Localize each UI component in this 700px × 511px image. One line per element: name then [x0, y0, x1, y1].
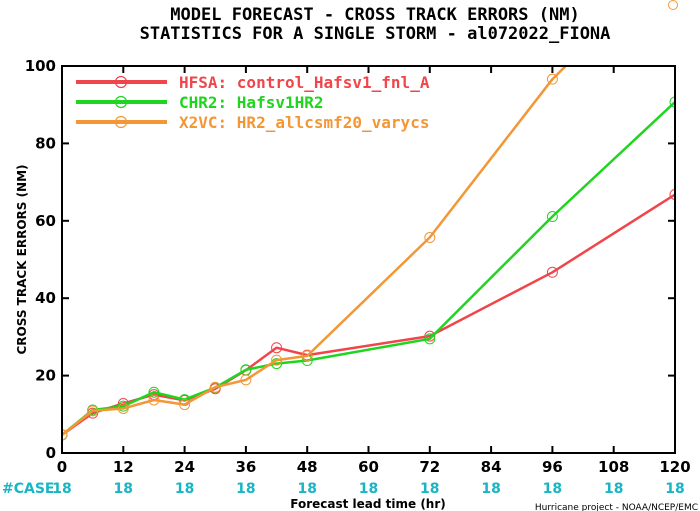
- legend-label: HFSA: control_Hafsv1_fnl_A: [179, 73, 430, 92]
- y-tick-label: 0: [46, 444, 56, 462]
- x-tick-label: 12: [113, 458, 134, 476]
- legend-label: CHR2: Hafsv1HR2: [179, 93, 324, 112]
- credit-text: Hurricane project - NOAA/NCEP/EMC: [535, 503, 698, 511]
- case-count: 18: [543, 481, 562, 497]
- chart-title: MODEL FORECAST - CROSS TRACK ERRORS (NM): [170, 5, 579, 25]
- case-count: 18: [175, 481, 194, 497]
- data-point: [148, 394, 160, 406]
- case-count: 18: [297, 481, 316, 497]
- case-count: 18: [114, 481, 133, 497]
- data-point: [62, 429, 68, 441]
- x-tick-label: 120: [659, 458, 690, 476]
- data-point: [179, 399, 191, 411]
- case-label: #CASE: [2, 481, 55, 497]
- y-axis-label: CROSS TRACK ERRORS (NM): [15, 164, 29, 354]
- y-tick-label: 100: [25, 57, 56, 75]
- x-tick-label: 36: [235, 458, 256, 476]
- data-point: [424, 231, 436, 243]
- x-tick-label: 60: [358, 458, 379, 476]
- x-tick-label: 72: [419, 458, 440, 476]
- chart-subtitle: STATISTICS FOR A SINGLE STORM - al072022…: [140, 24, 611, 44]
- data-point: [424, 333, 436, 345]
- data-point: [669, 188, 675, 200]
- data-point: [546, 266, 558, 278]
- y-tick-label: 20: [35, 367, 56, 385]
- data-point: [301, 350, 313, 362]
- data-point: [669, 96, 675, 108]
- axis-ticks: 0 12 24 36 48 60 72 84 96 108 120 0 20 40 60 80 100: [25, 57, 691, 476]
- data-point: [117, 402, 129, 414]
- x-tick-label: 0: [57, 458, 67, 476]
- data-point: [546, 73, 558, 85]
- case-count: 18: [481, 481, 500, 497]
- case-count: 18: [236, 481, 255, 497]
- data-point: [424, 330, 436, 342]
- x-axis-label: Forecast lead time (hr): [290, 497, 446, 511]
- x-tick-label: 108: [598, 458, 629, 476]
- y-tick-label: 40: [35, 289, 56, 307]
- plot-series: [62, 66, 675, 441]
- case-count: 18: [420, 481, 439, 497]
- legend-marker-icon: [114, 115, 128, 129]
- case-count: 18: [665, 481, 684, 497]
- x-tick-label: 96: [542, 458, 563, 476]
- x-tick-label: 48: [297, 458, 318, 476]
- data-point: [209, 381, 221, 393]
- legend-marker-icon: [114, 95, 128, 109]
- x-tick-label: 84: [481, 458, 502, 476]
- case-counts: 18 18 18 18 18 18 18 18 18 18 18: [52, 481, 684, 497]
- y-tick-label: 80: [35, 134, 56, 152]
- legend-marker-icon: [114, 75, 128, 89]
- x-tick-label: 24: [174, 458, 195, 476]
- case-count: 18: [359, 481, 378, 497]
- legend-label: X2VC: HR2_allcsmf20_varycs: [179, 113, 429, 132]
- data-point: [271, 354, 283, 366]
- corner-marker-icon: [668, 0, 678, 10]
- data-point: [546, 211, 558, 223]
- case-count: 18: [52, 481, 71, 497]
- data-point: [148, 386, 160, 398]
- case-count: 18: [604, 481, 623, 497]
- data-point: [87, 405, 99, 417]
- series-line-2: [62, 101, 675, 436]
- data-point: [271, 342, 283, 354]
- y-tick-label: 60: [35, 212, 56, 230]
- data-point: [240, 374, 252, 386]
